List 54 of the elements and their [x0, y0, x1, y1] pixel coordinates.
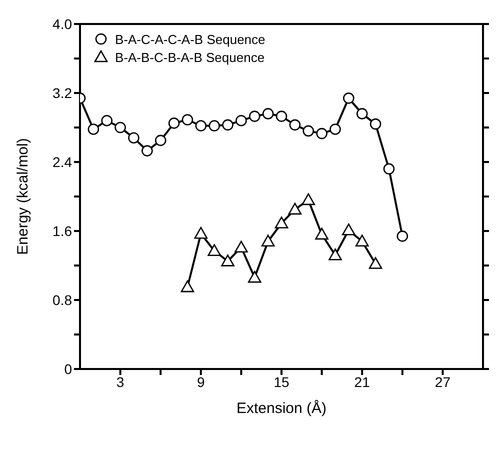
point — [234, 240, 248, 253]
point — [383, 163, 395, 175]
point — [114, 122, 126, 134]
point — [88, 124, 100, 135]
point — [356, 108, 368, 120]
x-axis-title: Extension (Å) — [236, 399, 327, 417]
point — [222, 119, 234, 131]
point — [195, 120, 207, 132]
y-tick-label: 0.8 — [52, 292, 72, 308]
point — [370, 118, 382, 130]
legend-label: B-A-B-C-B-A-B Sequence — [115, 50, 265, 64]
point — [180, 280, 194, 292]
point — [182, 114, 194, 126]
point — [276, 110, 288, 122]
point — [221, 254, 234, 266]
x-tick-label: 15 — [274, 374, 290, 390]
point — [396, 230, 408, 242]
x-tick-label: 9 — [197, 374, 205, 390]
point — [355, 234, 369, 246]
point — [288, 202, 302, 215]
point — [302, 125, 314, 137]
x-tick-label: 21 — [354, 374, 370, 390]
point — [168, 118, 180, 129]
point — [316, 128, 328, 140]
point — [368, 257, 382, 269]
point — [302, 193, 316, 206]
x-tick-label: 3 — [116, 374, 124, 390]
y-tick-label: 0 — [64, 360, 72, 377]
point — [261, 234, 275, 246]
point — [101, 114, 113, 126]
y-tick-label: 2.4 — [52, 154, 72, 170]
y-tick-label: 4.0 — [52, 16, 72, 32]
point — [343, 92, 354, 104]
x-tick-label: 27 — [434, 374, 451, 390]
point — [154, 134, 166, 146]
point — [142, 145, 153, 156]
y-tick-label: 3.2 — [52, 84, 72, 101]
point — [315, 228, 328, 240]
point — [330, 124, 341, 135]
point — [342, 223, 356, 236]
y-tick-label: 1.6 — [52, 222, 72, 239]
point — [274, 216, 288, 228]
point — [262, 108, 274, 120]
point — [208, 120, 220, 132]
point — [236, 114, 247, 126]
point — [248, 270, 262, 283]
point — [248, 110, 260, 122]
point — [328, 248, 342, 260]
point — [194, 226, 208, 239]
y-axis-title: Energy (kcal/mol) — [14, 138, 32, 255]
point — [289, 119, 301, 131]
legend-label: B-A-C-A-C-A-B Sequence — [115, 32, 266, 46]
point — [208, 244, 221, 256]
point — [128, 132, 140, 144]
